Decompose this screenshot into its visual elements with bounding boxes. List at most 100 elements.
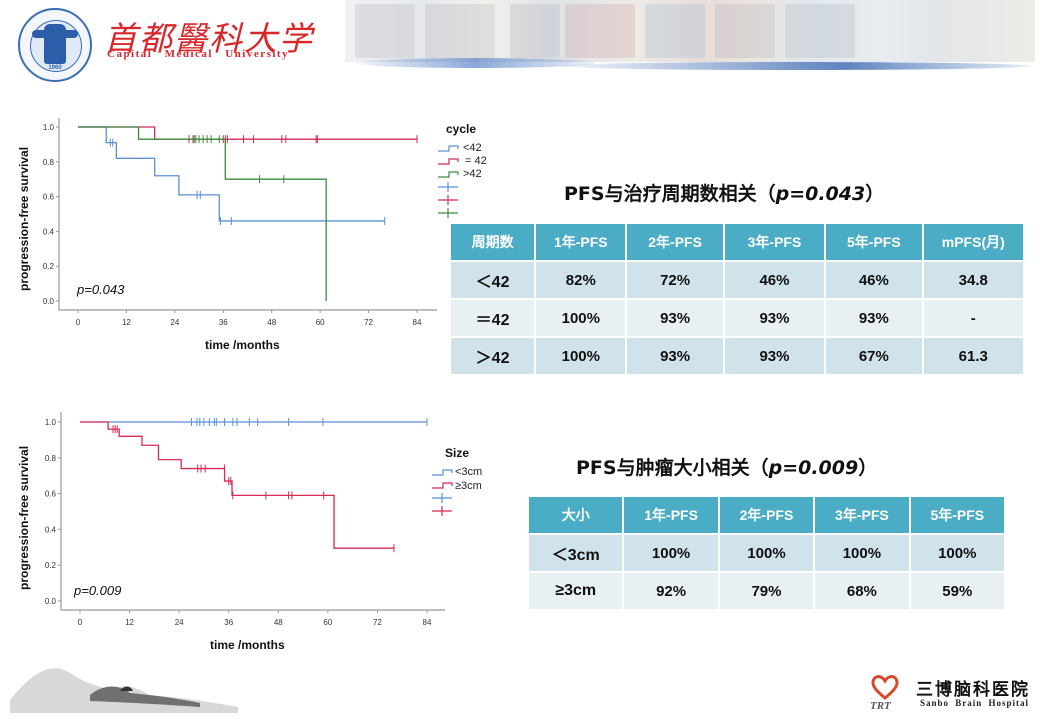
svg-text:24: 24	[175, 618, 184, 627]
legend-title: cycle	[446, 122, 477, 136]
table-cell: 93%	[627, 338, 723, 374]
table-cell: 92%	[624, 573, 718, 609]
km-plot-cycle: 0.0 0.2 0.4 0.6 0.8 1.0 0 12 24 36 48 60 72 84	[43, 118, 459, 327]
table-cell: 67%	[826, 338, 922, 374]
svg-text:48: 48	[274, 618, 283, 627]
table-cell: 93%	[724, 338, 825, 374]
table-header-row: 大小 1年-PFS 2年-PFS 3年-PFS 5年-PFS	[529, 497, 1004, 533]
col-header: 1年-PFS	[624, 497, 718, 533]
svg-text:0.6: 0.6	[43, 193, 55, 202]
svg-text:0.0: 0.0	[43, 297, 55, 306]
p-value-annotation: p=0.009	[74, 583, 122, 598]
table-cell: 100%	[536, 300, 626, 336]
hospital-name-en: Sanbo Brain Hospital	[920, 698, 1030, 708]
col-header: 2年-PFS	[627, 224, 723, 260]
svg-text:84: 84	[413, 318, 422, 327]
table-cell: 93%	[826, 300, 922, 336]
university-name-cn: 首都醫科大学	[104, 19, 314, 58]
legend-label-lt3cm: <3cm	[455, 466, 483, 478]
section-title-cycle: PFS与治疗周期数相关（p=0.043）	[564, 183, 885, 205]
university-name-en: Capital Medical University	[107, 48, 290, 60]
svg-text:0.8: 0.8	[43, 158, 55, 167]
legend-label-lt42: <42	[463, 142, 482, 154]
section-title-size: PFS与肿瘤大小相关（p=0.009）	[576, 457, 878, 479]
svg-text:36: 36	[219, 318, 228, 327]
table-cell: 61.3	[923, 338, 1023, 374]
table-row: ＝42 100% 93% 93% 93% -	[451, 300, 1023, 336]
row-header: ＜3cm	[529, 535, 623, 571]
table-header-row: 周期数 1年-PFS 2年-PFS 3年-PFS 5年-PFS mPFS(月)	[451, 224, 1023, 260]
hospital-logo: TRT 三博脑科医院 Sanbo Brain Hospital	[868, 672, 1038, 718]
svg-text:0.6: 0.6	[45, 490, 57, 499]
col-header: 5年-PFS	[910, 497, 1004, 533]
svg-text:0.2: 0.2	[43, 262, 55, 271]
legend-label-eq42: = 42	[465, 155, 487, 167]
row-header: ＝42	[451, 300, 535, 336]
svg-text:72: 72	[364, 318, 373, 327]
legend-label-gt42: >42	[463, 168, 482, 180]
col-header: 周期数	[451, 224, 535, 260]
legend-title: Size	[445, 446, 470, 460]
hospital-logo-letters: TRT	[870, 700, 891, 712]
table-cell: 79%	[719, 573, 814, 609]
y-axis-title: progression-free survival	[17, 445, 31, 590]
table-row: ≥3cm 92% 79% 68% 59%	[529, 573, 1004, 609]
header-photo-banner	[345, 0, 1035, 62]
table-cell: 46%	[724, 262, 825, 298]
table-row: ＞42 100% 93% 93% 67% 61.3	[451, 338, 1023, 374]
table-cell: 100%	[624, 535, 718, 571]
km-plot-size: 0.0 0.2 0.4 0.6 0.8 1.0 0 12 24 36 48 60 72 84	[45, 412, 453, 627]
hospital-name-cn: 三博脑科医院	[916, 680, 1030, 699]
col-header: 3年-PFS	[724, 224, 825, 260]
row-header: ＜42	[451, 262, 535, 298]
table-cell: 46%	[826, 262, 922, 298]
table-cell: 100%	[910, 535, 1004, 571]
km-chart-size: 0.0 0.2 0.4 0.6 0.8 1.0 0 12 24 36 48 60 72 84 progre…	[0, 0, 500, 660]
svg-text:48: 48	[267, 318, 276, 327]
col-header: 5年-PFS	[826, 224, 922, 260]
row-header: ≥3cm	[529, 573, 623, 609]
table-cell: 34.8	[923, 262, 1023, 298]
seal-year: 1960	[48, 65, 62, 71]
svg-text:0.8: 0.8	[45, 454, 57, 463]
table-cell: 100%	[815, 535, 909, 571]
svg-text:72: 72	[373, 618, 382, 627]
svg-text:1.0: 1.0	[43, 123, 55, 132]
svg-text:60: 60	[316, 318, 325, 327]
col-header: mPFS(月)	[923, 224, 1023, 260]
header-swoosh	[355, 58, 595, 68]
header-swoosh	[560, 62, 1030, 70]
svg-text:0: 0	[78, 618, 83, 627]
col-header: 2年-PFS	[719, 497, 814, 533]
col-header: 大小	[529, 497, 623, 533]
x-axis-title: time /months	[205, 338, 280, 352]
svg-text:60: 60	[323, 618, 332, 627]
table-row: ＜3cm 100% 100% 100% 100%	[529, 535, 1004, 571]
table-cell: 100%	[536, 338, 626, 374]
svg-text:12: 12	[122, 318, 131, 327]
p-value-annotation: p=0.043	[77, 282, 125, 297]
pfs-table-cycle: 周期数 1年-PFS 2年-PFS 3年-PFS 5年-PFS mPFS(月) …	[449, 222, 1025, 376]
pfs-table-size: 大小 1年-PFS 2年-PFS 3年-PFS 5年-PFS ＜3cm 100%…	[527, 495, 1006, 611]
table-cell: 68%	[815, 573, 909, 609]
slide-header: 1960 首都醫科大学 Capital Medical University	[0, 0, 1040, 90]
heart-logo-icon	[871, 675, 899, 700]
km-chart-cycle: 0.0 0.2 0.4 0.6 0.8 1.0 0 12 24 36 48 60 72 84 progre…	[0, 0, 500, 360]
table-cell: 93%	[724, 300, 825, 336]
col-header: 1年-PFS	[536, 224, 626, 260]
table-row: ＜42 82% 72% 46% 46% 34.8	[451, 262, 1023, 298]
row-header: ＞42	[451, 338, 535, 374]
svg-text:12: 12	[125, 618, 134, 627]
svg-text:1.0: 1.0	[45, 418, 57, 427]
svg-text:0.4: 0.4	[45, 525, 57, 534]
svg-text:0.0: 0.0	[45, 597, 57, 606]
table-cell: 100%	[719, 535, 814, 571]
legend-label-ge3cm: ≥3cm	[455, 480, 482, 492]
university-seal-logo: 1960	[18, 8, 92, 82]
svg-text:0: 0	[76, 318, 81, 327]
svg-text:36: 36	[224, 618, 233, 627]
table-cell: 59%	[910, 573, 1004, 609]
x-axis-title: time /months	[210, 638, 285, 652]
svg-text:0.2: 0.2	[45, 561, 57, 570]
landscape-painting-decoration	[10, 668, 238, 713]
